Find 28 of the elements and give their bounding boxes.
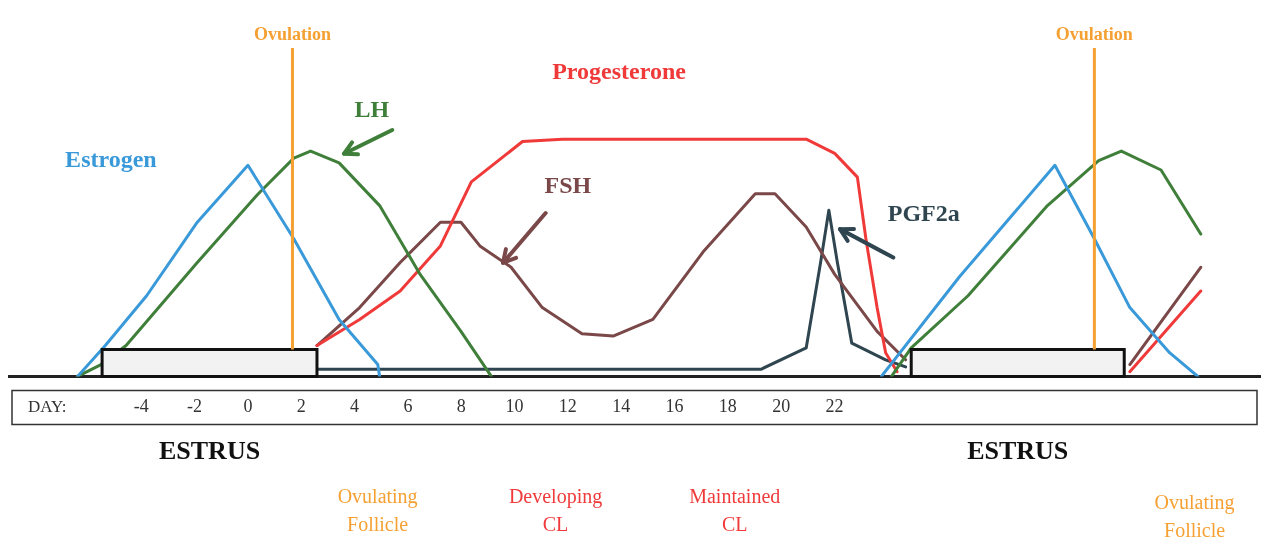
x-tick-label: 20: [772, 395, 791, 416]
text: Ovulating Follicle: [337, 484, 418, 537]
ref-line-label: Ovulation: [1055, 23, 1133, 44]
x-tick-label: 12: [558, 395, 577, 416]
text: Maintained CL: [689, 484, 781, 537]
x-tick-label: 10: [505, 395, 524, 416]
x-tick-label: 8: [456, 395, 466, 416]
ref-line-label: Ovulation: [253, 23, 331, 44]
x-tick-label: 6: [403, 395, 413, 416]
x-tick-label: -4: [133, 395, 149, 416]
x-tick-label: 18: [718, 395, 737, 416]
x-tick-label: 2: [296, 395, 306, 416]
text: Estrogen: [65, 145, 157, 172]
x-tick-label: -2: [187, 395, 203, 416]
x-tick-label: 4: [350, 395, 360, 416]
band-label: ESTRUS: [967, 436, 1069, 466]
x-tick-label: 22: [825, 395, 844, 416]
band-label: ESTRUS: [158, 436, 261, 466]
x-tick-label: 16: [665, 395, 684, 416]
text: Developing CL: [508, 484, 603, 537]
x-tick-label: 0: [243, 395, 253, 416]
series-label: LH: [354, 95, 390, 122]
text: PGF2a: [887, 200, 960, 227]
x-tick-label: 14: [612, 395, 631, 416]
text: Ovulating Follicle: [1154, 490, 1235, 543]
text: Progesterone: [552, 57, 687, 84]
text: FSH: [544, 171, 592, 198]
x-axis-title: DAY:: [28, 396, 67, 416]
